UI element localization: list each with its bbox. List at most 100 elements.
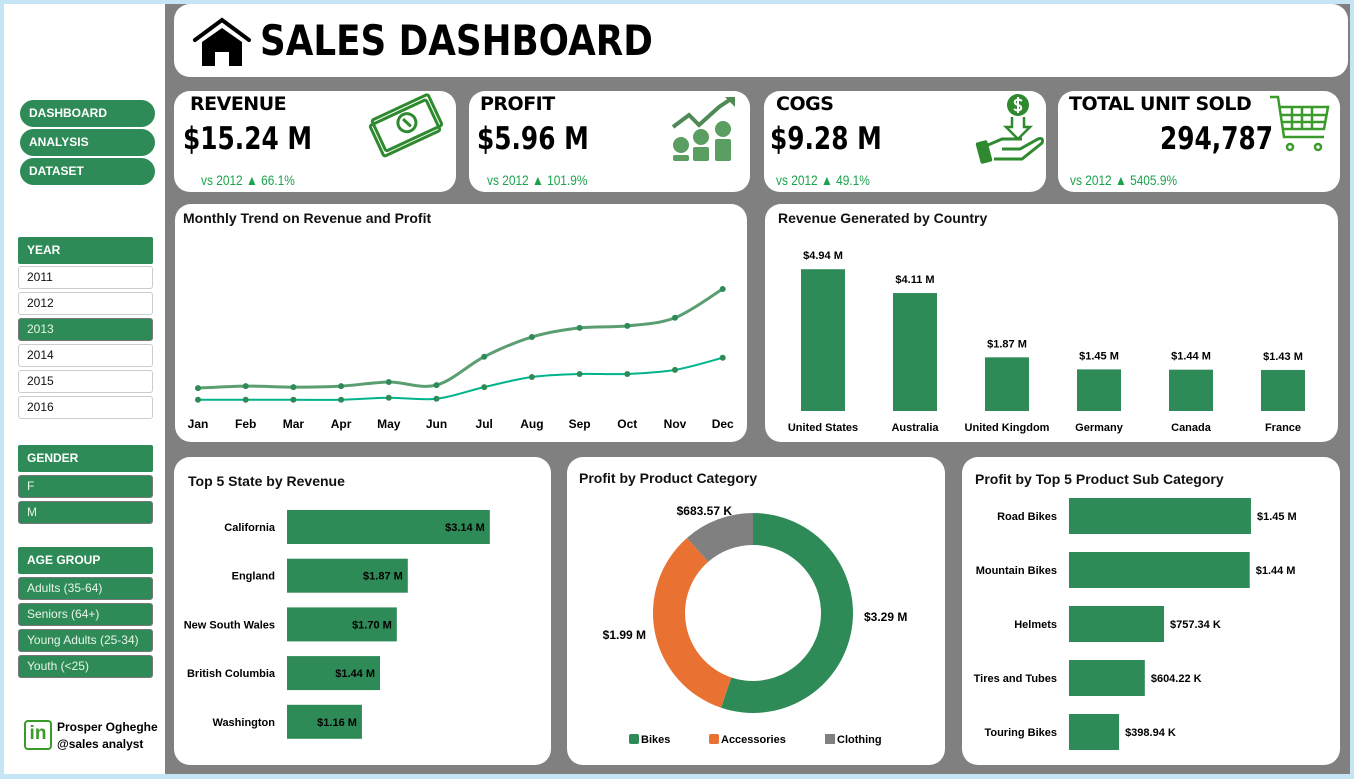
hand-dollar-icon	[975, 94, 1044, 164]
profit-point	[528, 373, 535, 380]
data-label: $1.45 M	[1079, 350, 1119, 362]
kpi-revenue-card: REVENUE $15.24 M vs 2012 ▲ 66.1%	[174, 91, 456, 192]
revenue-point	[624, 322, 631, 329]
kpi-comparison: vs 2012 ▲ 49.1%	[776, 172, 870, 188]
y-tick-label: Mountain Bikes	[976, 565, 1057, 577]
cart-icon	[1270, 95, 1330, 152]
nav-analysis-button[interactable]: ANALYSIS	[20, 129, 155, 156]
product-category-chart: $3.29 M $1.99 M $683.57 K Bikes Accessories C…	[603, 504, 908, 746]
kpi-title: TOTAL UNIT SOLD	[1069, 93, 1252, 115]
year-2012[interactable]: 2012	[18, 292, 153, 315]
home-icon[interactable]	[192, 16, 252, 68]
monthly-trend-chart: Jan Feb Mar Apr May Jun Jul Aug Sep Oct Nov Dec	[188, 285, 734, 431]
x-tick-label: Canada	[1171, 422, 1212, 434]
x-tick-label: Apr	[331, 417, 352, 431]
x-tick-label: United Kingdom	[965, 422, 1050, 434]
x-tick-label: Jun	[426, 417, 447, 431]
donut-slice-bikes	[721, 513, 853, 713]
x-tick-label: Mar	[283, 417, 305, 431]
product-category-panel: Profit by Product Category $3.29 M $1.99 …	[567, 457, 945, 765]
age-young-adults[interactable]: Young Adults (25-34)	[18, 629, 153, 652]
profit-growth-icon	[671, 97, 735, 161]
author-handle: @sales analyst	[57, 737, 144, 751]
data-label: $398.94 K	[1125, 727, 1176, 739]
age-youth[interactable]: Youth (<25)	[18, 655, 153, 678]
year-2013[interactable]: 2013	[18, 318, 153, 341]
money-icon	[368, 93, 444, 158]
kpi-comparison: vs 2012 ▲ 5405.9%	[1070, 172, 1178, 188]
year-slicer-header: YEAR	[18, 237, 153, 264]
age-seniors[interactable]: Seniors (64+)	[18, 603, 153, 626]
country-bar	[1169, 369, 1213, 411]
profit-point	[719, 354, 726, 361]
bar	[287, 607, 397, 642]
data-label: $4.94 M	[803, 250, 843, 262]
donut-slice-accessories	[653, 537, 732, 708]
profit-point	[195, 396, 201, 403]
linkedin-icon[interactable]: in	[24, 720, 52, 750]
x-tick-label: Nov	[664, 417, 687, 431]
bar	[1069, 714, 1120, 750]
country-revenue-chart: $4.94 M United States $4.11 M Australia $1.8…	[788, 250, 1305, 434]
x-tick-label: Jul	[476, 417, 493, 431]
kpi-title: PROFIT	[480, 93, 555, 115]
chart-title: Monthly Trend on Revenue and Profit	[183, 210, 432, 226]
profit-point	[290, 396, 297, 403]
nav-dashboard-button[interactable]: DASHBOARD	[20, 100, 155, 127]
header-panel: SALES DASHBOARD	[174, 4, 1348, 77]
country-revenue-panel: Revenue Generated by Country $4.94 M Unit…	[765, 204, 1338, 442]
revenue-point	[385, 379, 392, 386]
chart-title: Profit by Product Category	[579, 470, 758, 486]
profit-point	[433, 395, 440, 402]
profit-point	[672, 366, 678, 373]
profit-point	[481, 384, 488, 391]
y-tick-label: Tires and Tubes	[974, 673, 1057, 685]
kpi-comparison: vs 2012 ▲ 101.9%	[487, 172, 588, 188]
revenue-point	[481, 353, 488, 360]
donut-slice-clothing	[687, 513, 753, 562]
kpi-value: $15.24 M	[183, 121, 313, 157]
year-2011[interactable]: 2011	[18, 266, 153, 289]
country-bar	[985, 357, 1029, 411]
gender-slicer-header: GENDER	[18, 445, 153, 472]
subcategory-panel: Profit by Top 5 Product Sub Category Roa…	[962, 457, 1340, 765]
y-tick-label: New South Wales	[184, 619, 275, 631]
kpi-value: 294,787	[1160, 121, 1273, 157]
legend-swatch	[709, 734, 719, 744]
nav-dataset-button[interactable]: DATASET	[20, 158, 155, 185]
legend-swatch	[629, 734, 639, 744]
data-label: $3.29 M	[864, 610, 907, 624]
x-tick-label: Dec	[712, 417, 734, 431]
legend-label: Clothing	[837, 734, 882, 746]
chart-title: Top 5 State by Revenue	[188, 473, 345, 489]
revenue-point	[719, 285, 726, 292]
gender-m[interactable]: M	[18, 501, 153, 524]
year-2014[interactable]: 2014	[18, 344, 153, 367]
legend-label: Accessories	[721, 734, 786, 746]
year-2016[interactable]: 2016	[18, 396, 153, 419]
x-tick-label: Germany	[1075, 422, 1124, 434]
x-tick-label: Australia	[891, 422, 939, 434]
y-tick-label: England	[232, 571, 275, 583]
data-label: $683.57 K	[677, 504, 733, 518]
x-tick-label: Oct	[617, 417, 637, 431]
gender-f[interactable]: F	[18, 475, 153, 498]
profit-line	[198, 356, 723, 401]
data-label: $1.16 M	[317, 717, 357, 729]
data-label: $1.44 M	[1256, 565, 1296, 577]
bar	[1069, 552, 1250, 588]
year-2015[interactable]: 2015	[18, 370, 153, 393]
data-label: $1.99 M	[603, 628, 646, 642]
page-title: SALES DASHBOARD	[260, 16, 653, 65]
age-adults[interactable]: Adults (35-64)	[18, 577, 153, 600]
data-label: $1.44 M	[1171, 351, 1211, 363]
data-label: $1.43 M	[1263, 351, 1303, 363]
country-bar	[893, 293, 937, 411]
profit-point	[242, 396, 249, 403]
kpi-comparison: vs 2012 ▲ 66.1%	[201, 172, 295, 188]
bar	[1069, 606, 1165, 642]
y-tick-label: California	[224, 522, 276, 534]
top-states-panel: Top 5 State by Revenue California $3.14 M…	[174, 457, 551, 765]
data-label: $604.22 K	[1151, 673, 1202, 685]
revenue-point	[338, 383, 345, 390]
